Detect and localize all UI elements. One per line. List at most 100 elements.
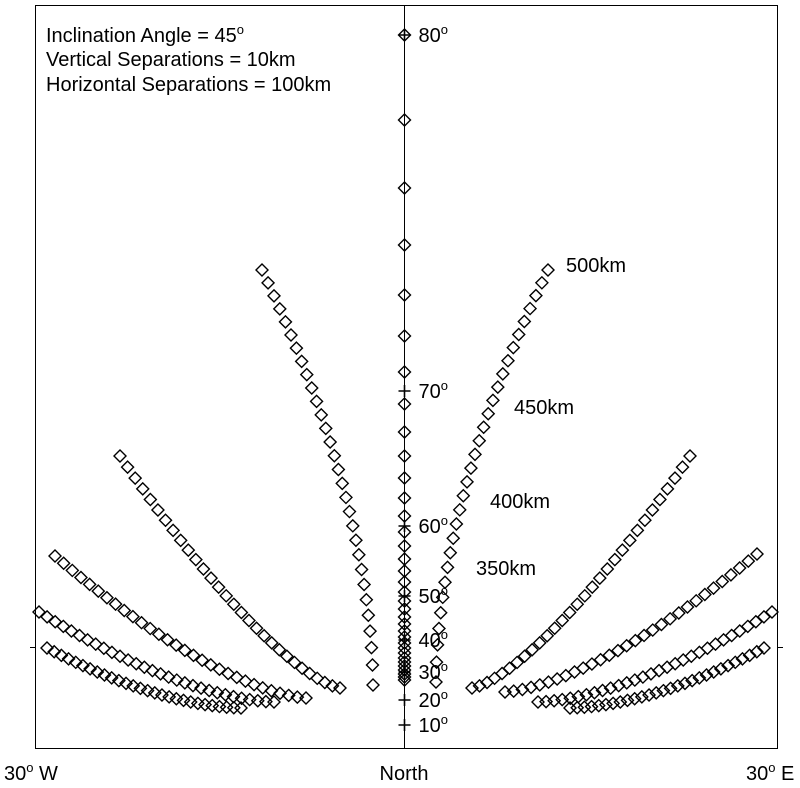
- annotation-line-horizontal: Horizontal Separations = 100km: [46, 74, 331, 96]
- zenith-tick-label: 70o: [419, 378, 448, 403]
- scatter-point-east: [541, 263, 555, 277]
- scatter-point-north: [397, 594, 412, 608]
- scatter-point-west: [226, 597, 241, 612]
- scatter-point-east: [515, 682, 530, 697]
- scatter-point-west: [129, 656, 144, 671]
- scatter-point-east: [692, 645, 707, 660]
- x-tick-label-west: 30o W: [4, 760, 58, 785]
- scatter-point-east: [660, 660, 675, 675]
- zenith-mark-20: 20o: [398, 687, 448, 712]
- scatter-point-west: [128, 471, 143, 486]
- scatter-point-west: [125, 609, 140, 624]
- scatter-point-east: [613, 694, 628, 709]
- scatter-point-west: [186, 648, 201, 663]
- scatter-point-east: [697, 587, 712, 602]
- scatter-point-west: [310, 671, 325, 686]
- scatter-point-west: [54, 648, 69, 663]
- scatter-point-west: [342, 504, 357, 519]
- scatter-point-east: [584, 657, 599, 672]
- scatter-point-east: [490, 380, 505, 395]
- scatter-point-west: [364, 640, 379, 655]
- scatter-point-east: [593, 652, 608, 667]
- scatter-point-west: [234, 691, 249, 706]
- plot-frame: [35, 5, 778, 749]
- scatter-point-west: [250, 693, 265, 708]
- scatter-point-east: [675, 460, 690, 475]
- scatter-point-west: [366, 678, 380, 692]
- scatter-point-west: [133, 681, 148, 696]
- scatter-point-east: [757, 641, 771, 655]
- scatter-point-east: [643, 666, 658, 681]
- scatter-point-west: [241, 613, 256, 628]
- scatter-point-west: [119, 676, 134, 691]
- scatter-point-west: [32, 605, 46, 619]
- scatter-point-west: [314, 407, 329, 422]
- scatter-point-west: [169, 691, 184, 706]
- scatter-point-east: [600, 562, 615, 576]
- scatter-point-west: [294, 354, 309, 369]
- scatter-point-east: [476, 420, 491, 435]
- scatter-point-west: [348, 533, 363, 548]
- scatter-point-north: [397, 641, 412, 655]
- scatter-point-east: [630, 523, 645, 538]
- scatter-point-east: [555, 613, 570, 628]
- scatter-point-east: [649, 685, 664, 700]
- scatter-point-east: [692, 670, 707, 685]
- scatter-point-east: [652, 492, 667, 507]
- scatter-point-west: [177, 643, 192, 658]
- scatter-point-west: [117, 603, 132, 618]
- scatter-point-east: [713, 661, 728, 676]
- scatter-point-east: [748, 614, 763, 629]
- scatter-point-west: [173, 533, 188, 548]
- scatter-point-west: [318, 421, 333, 436]
- scatter-point-west: [68, 655, 83, 670]
- scatter-point-west: [219, 588, 234, 603]
- scatter-point-west: [143, 492, 158, 507]
- scatter-point-east: [668, 656, 683, 671]
- scatter-point-east: [741, 554, 756, 569]
- scatter-point-west: [134, 615, 149, 630]
- scatter-point-west: [195, 653, 210, 668]
- scatter-point-west: [153, 666, 168, 681]
- scatter-point-east: [495, 666, 510, 681]
- series-label-400km: 400km: [490, 491, 550, 513]
- zenith-mark-10: 10o: [398, 712, 448, 737]
- scatter-point-north: [397, 28, 412, 42]
- scatter-point-west: [48, 614, 63, 629]
- scatter-point-west: [137, 660, 152, 675]
- scatter-point-west: [304, 380, 319, 395]
- scatter-point-east: [627, 691, 642, 706]
- scatter-point-east: [676, 653, 691, 668]
- scatter-point-east: [570, 597, 585, 612]
- scatter-point-east: [430, 637, 445, 652]
- scatter-point-west: [135, 481, 150, 496]
- scatter-point-east: [724, 628, 739, 643]
- zenith-mark-50: 50o: [398, 583, 448, 608]
- scatter-point-east: [452, 502, 467, 517]
- scatter-point-west: [96, 641, 111, 656]
- zenith-plus-marker: [398, 719, 411, 731]
- scatter-point-east: [708, 637, 723, 652]
- scatter-point-east: [555, 692, 570, 707]
- scatter-point-west: [83, 661, 98, 676]
- scatter-point-east: [502, 661, 517, 676]
- scatter-point-west: [196, 562, 211, 576]
- scatter-point-west: [198, 697, 213, 712]
- scatter-point-east: [622, 533, 637, 548]
- scatter-point-west: [290, 690, 305, 705]
- x-axis-ticks: 30o W North 30o E: [4, 760, 794, 785]
- scatter-point-west: [108, 597, 123, 612]
- scatter-point-east: [584, 699, 599, 714]
- scatter-point-west: [267, 288, 281, 303]
- scatter-point-west: [113, 649, 128, 664]
- scatter-point-west: [190, 696, 205, 711]
- scatter-point-east: [654, 617, 669, 632]
- scatter-point-east: [683, 449, 697, 463]
- scatter-point-east: [563, 691, 578, 706]
- scatter-point-west: [56, 619, 71, 634]
- scatter-point-west: [327, 448, 342, 463]
- scatter-point-north: [397, 449, 412, 463]
- scatter-point-east: [645, 503, 660, 517]
- scatter-point-west: [234, 605, 249, 620]
- zenith-tick-label: 20o: [419, 687, 448, 712]
